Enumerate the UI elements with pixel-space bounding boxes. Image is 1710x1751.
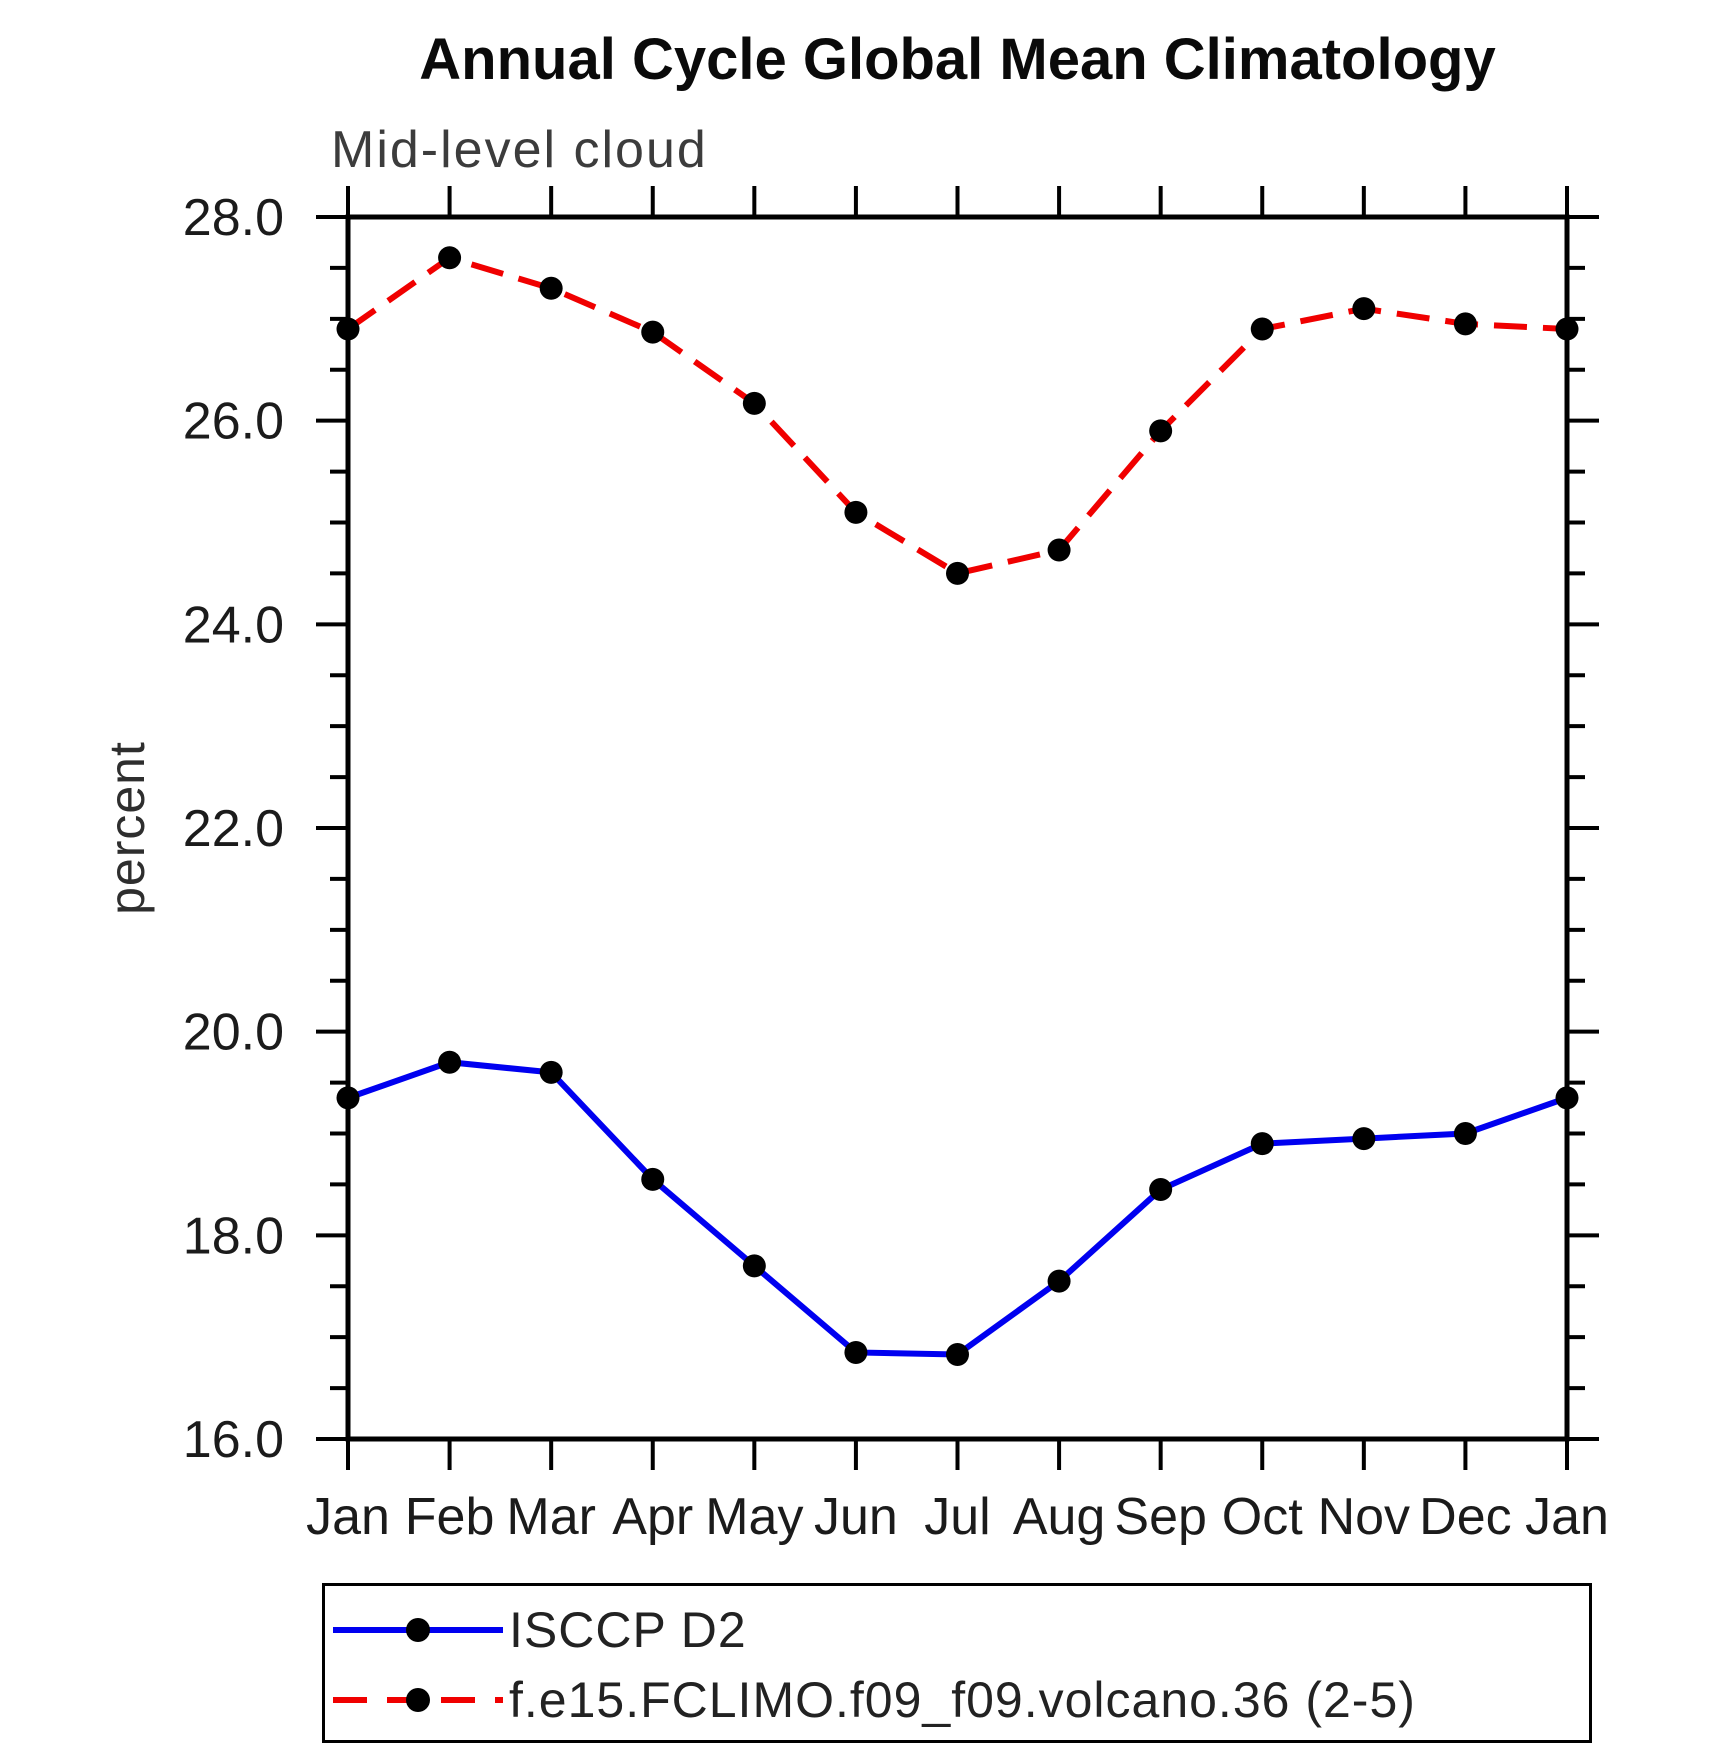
svg-text:Apr: Apr [612,1488,693,1546]
legend: ISCCP D2 f.e15.FCLIMO.f09_f09.volcano.36… [322,1583,1592,1743]
svg-text:28.0: 28.0 [183,189,284,247]
svg-text:Sep: Sep [1114,1488,1207,1546]
svg-text:Feb: Feb [405,1488,495,1546]
legend-swatch-dashed-line [333,1688,503,1712]
series-markers-0 [336,1050,1579,1366]
svg-text:20.0: 20.0 [183,1004,284,1062]
chart-title: Annual Cycle Global Mean Climatology [419,27,1496,92]
svg-text:22.0: 22.0 [183,800,284,858]
chart-subtitle: Mid-level cloud [331,121,708,179]
svg-text:24.0: 24.0 [183,596,284,654]
x-tick-labels: Jan Feb Mar Apr May Jun Jul Aug Sep Oct Nov Dec Jan [306,1488,1609,1546]
svg-text:Oct: Oct [1222,1488,1303,1546]
legend-label-series-1: ISCCP D2 [509,1602,747,1658]
svg-text:May: May [705,1488,803,1546]
svg-text:16.0: 16.0 [183,1411,284,1469]
legend-item-isccp-d2: ISCCP D2 [329,1594,747,1666]
svg-text:Aug: Aug [1013,1488,1106,1546]
series-line-0 [347,1059,1568,1358]
svg-text:26.0: 26.0 [183,393,284,451]
x-tick-marks [346,186,1569,1470]
svg-text:Jul: Jul [924,1488,990,1546]
svg-text:Dec: Dec [1419,1488,1511,1546]
legend-swatch-solid-line [333,1618,503,1642]
series-line-1 [346,254,1568,577]
svg-text:Mar: Mar [506,1488,596,1546]
legend-item-model-run: f.e15.FCLIMO.f09_f09.volcano.36 (2-5) [329,1664,1416,1736]
y-tick-labels: 28.0 26.0 24.0 22.0 20.0 18.0 16.0 [183,189,284,1469]
svg-text:Jun: Jun [814,1488,898,1546]
svg-text:18.0: 18.0 [183,1207,284,1265]
y-tick-marks [316,215,1599,1441]
svg-text:Jan: Jan [306,1488,390,1546]
plot-frame [345,214,1570,1442]
legend-marker-dot [406,1618,430,1642]
series-markers-1 [336,246,1579,585]
legend-label-series-2: f.e15.FCLIMO.f09_f09.volcano.36 (2-5) [509,1672,1416,1728]
svg-text:Nov: Nov [1318,1488,1410,1546]
legend-marker-dot [406,1688,430,1712]
svg-text:Jan: Jan [1525,1488,1609,1546]
